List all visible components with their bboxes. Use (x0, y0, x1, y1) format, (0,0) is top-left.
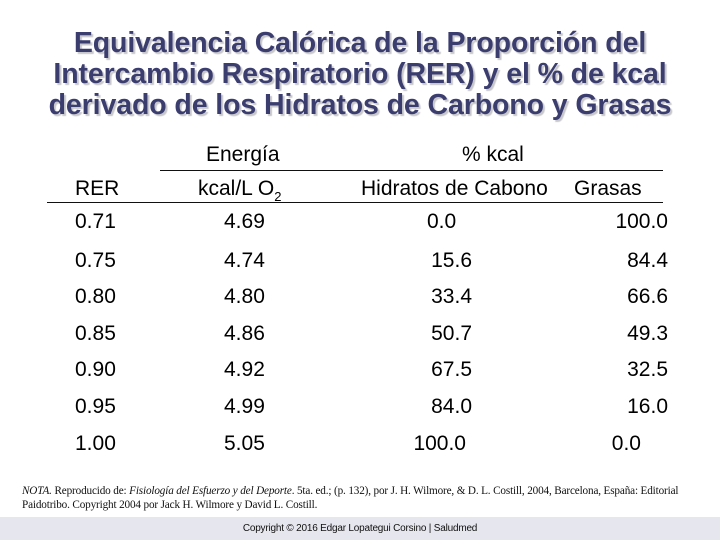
cell-grasas: 84.4 (627, 249, 668, 272)
cell-hidratos: 0.0 (427, 210, 457, 233)
source-note: NOTA. Reproducido de: Fisiología del Esf… (22, 485, 679, 511)
cell-rer: 0.71 (75, 210, 116, 233)
cell-grasas: 66.6 (627, 285, 668, 308)
cell-rer: 0.95 (75, 395, 116, 418)
group-header-pct-kcal: % kcal (462, 143, 524, 166)
title-line-3: derivado de los Hidratos de Carbono y Gr… (48, 89, 672, 121)
column-header-kcal-per-l-o2: kcal/L O2 (198, 177, 282, 204)
cell-grasas: 32.5 (627, 358, 668, 381)
cell-hidratos: 84.0 (431, 395, 472, 418)
cell-kcal: 4.80 (224, 285, 265, 308)
cell-kcal: 4.86 (224, 322, 265, 345)
cell-kcal: 4.92 (224, 358, 265, 381)
column-header-rule (47, 202, 663, 203)
cell-kcal: 5.05 (224, 432, 265, 455)
cell-rer: 0.90 (75, 358, 116, 381)
cell-hidratos: 67.5 (431, 358, 472, 381)
group-header-rule (160, 170, 663, 171)
cell-rer: 0.85 (75, 322, 116, 345)
cell-hidratos: 100.0 (413, 432, 466, 455)
cell-hidratos: 33.4 (431, 285, 472, 308)
cell-rer: 1.00 (75, 432, 116, 455)
cell-grasas: 100.0 (615, 210, 668, 233)
cell-kcal: 4.74 (224, 249, 265, 272)
cell-hidratos: 15.6 (431, 249, 472, 272)
note-label: NOTA. (22, 485, 52, 497)
cell-rer: 0.80 (75, 285, 116, 308)
copyright-footer: Copyright © 2016 Edgar Lopategui Corsino… (0, 517, 720, 540)
cell-grasas: 0.0 (611, 432, 641, 455)
book-title: Fisiología del Esfuerzo y del Deporte (129, 485, 292, 497)
cell-kcal: 4.69 (224, 210, 265, 233)
column-header-hidratos: Hidratos de Cabono (361, 177, 548, 200)
title-line-1: Equivalencia Calórica de la Proporción d… (73, 27, 647, 59)
cell-grasas: 49.3 (627, 322, 668, 345)
cell-kcal: 4.99 (224, 395, 265, 418)
title-line-2: Intercambio Respiratorio (RER) y el % de… (53, 58, 667, 90)
group-header-energia: Energía (206, 143, 280, 166)
cell-hidratos: 50.7 (431, 322, 472, 345)
column-header-grasas: Grasas (574, 177, 642, 200)
column-header-rer: RER (75, 177, 120, 200)
slide-title: Equivalencia Calórica de la Proporción d… (0, 28, 720, 121)
cell-grasas: 16.0 (627, 395, 668, 418)
cell-rer: 0.75 (75, 249, 116, 272)
